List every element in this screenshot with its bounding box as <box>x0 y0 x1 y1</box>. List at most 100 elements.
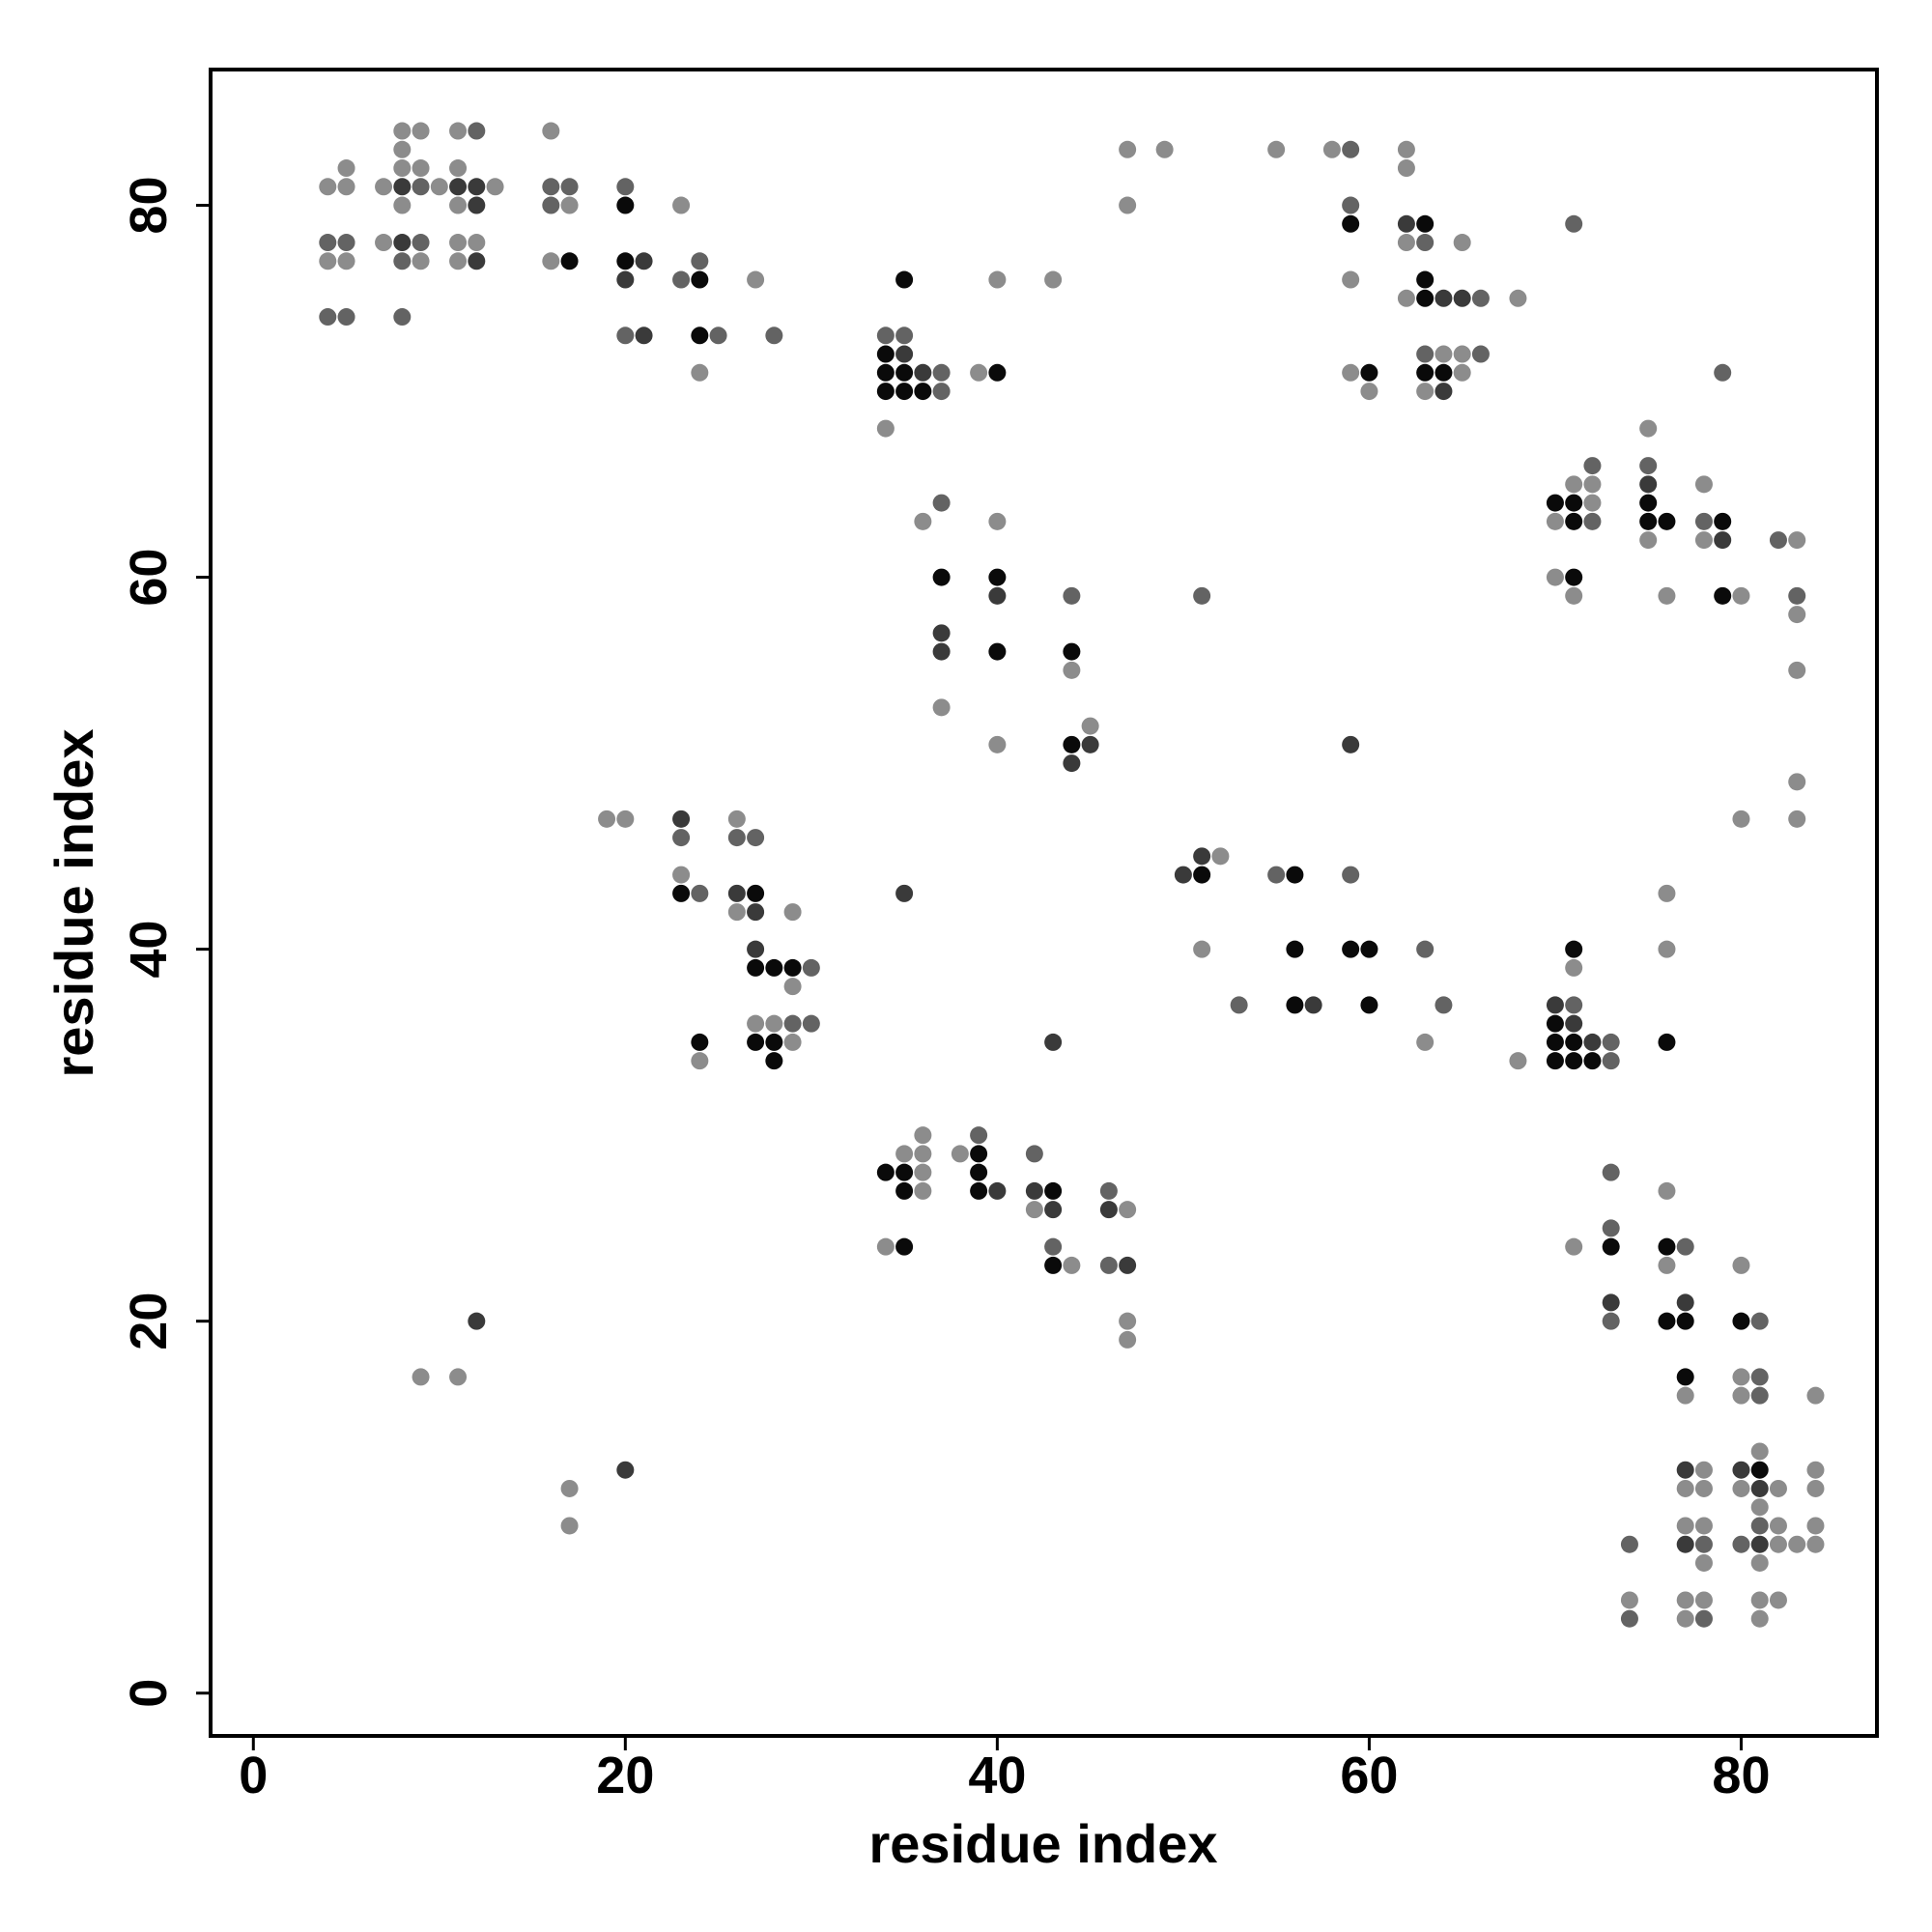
contact-point <box>1694 1609 1713 1628</box>
contact-point <box>1025 1145 1043 1163</box>
contact-point <box>1342 196 1360 214</box>
contact-point <box>449 234 468 252</box>
contact-point <box>1081 717 1099 735</box>
contact-point <box>1639 419 1658 438</box>
contact-point <box>914 363 932 382</box>
contact-point <box>1397 140 1415 158</box>
contact-point <box>1769 531 1787 550</box>
contact-point <box>616 252 635 270</box>
contact-point <box>1750 1386 1769 1405</box>
contact-point <box>616 196 635 214</box>
contact-point <box>1193 866 1211 884</box>
contact-point <box>1342 270 1360 289</box>
contact-point <box>747 1014 765 1033</box>
contact-point <box>672 829 691 847</box>
contact-point <box>1193 586 1211 605</box>
contact-point <box>970 363 988 382</box>
contact-point <box>895 345 914 363</box>
contact-point <box>1583 1052 1602 1070</box>
contact-point <box>765 958 783 977</box>
contact-point <box>1565 996 1583 1014</box>
contact-point <box>1081 735 1099 753</box>
points-layer <box>319 122 1825 1628</box>
contact-point <box>1416 363 1435 382</box>
contact-point <box>337 252 355 270</box>
contact-point <box>988 363 1007 382</box>
contact-point <box>393 252 412 270</box>
contact-point <box>1658 512 1676 530</box>
contact-point <box>1565 494 1583 512</box>
contact-point <box>1416 345 1435 363</box>
contact-point <box>895 363 914 382</box>
contact-point <box>1806 1479 1825 1497</box>
contact-point <box>1732 1256 1750 1274</box>
contact-point <box>970 1126 988 1145</box>
contact-point <box>1360 363 1378 382</box>
contact-point <box>560 252 579 270</box>
contact-point <box>1119 1201 1137 1219</box>
contact-point <box>1063 735 1081 753</box>
contact-point <box>1304 996 1322 1014</box>
contact-point <box>412 178 430 196</box>
contact-point <box>560 1479 579 1497</box>
contact-point <box>1732 1312 1750 1330</box>
contact-point <box>1416 940 1435 958</box>
contact-point <box>393 178 412 196</box>
contact-point <box>319 252 337 270</box>
contact-point <box>1602 1033 1620 1051</box>
contact-point <box>635 327 653 345</box>
contact-point <box>1806 1461 1825 1479</box>
contact-point <box>765 1033 783 1051</box>
contact-point <box>1583 1033 1602 1051</box>
contact-point <box>988 642 1007 661</box>
plot-frame <box>209 68 1879 1738</box>
contact-point <box>1676 1609 1694 1628</box>
contact-point <box>1583 512 1602 530</box>
contact-point <box>1509 289 1527 307</box>
contact-point <box>1471 289 1490 307</box>
contact-point <box>1471 345 1490 363</box>
contact-point <box>1676 1386 1694 1405</box>
contact-point <box>1583 475 1602 494</box>
contact-point <box>1322 140 1341 158</box>
contact-point <box>1750 1498 1769 1517</box>
contact-point <box>1342 735 1360 753</box>
contact-point <box>1750 1591 1769 1609</box>
contact-point <box>1099 1256 1118 1274</box>
contact-point <box>1174 866 1192 884</box>
contact-point <box>1750 1609 1769 1628</box>
contact-point <box>747 829 765 847</box>
contact-point <box>468 178 486 196</box>
contact-point <box>672 196 691 214</box>
contact-point <box>1658 1256 1676 1274</box>
contact-point <box>449 196 468 214</box>
x-tick-label: 60 <box>1340 1747 1398 1804</box>
contact-point <box>1565 512 1583 530</box>
contact-point <box>1453 234 1471 252</box>
contact-point <box>932 624 951 642</box>
contact-point <box>1750 1535 1769 1553</box>
contact-point <box>1694 1535 1713 1553</box>
contact-point <box>970 1145 988 1163</box>
contact-point <box>1639 512 1658 530</box>
contact-point <box>1676 1312 1694 1330</box>
x-tick-label: 40 <box>968 1747 1026 1804</box>
contact-point <box>542 252 560 270</box>
contact-point <box>319 178 337 196</box>
contact-point <box>1602 1237 1620 1256</box>
contact-point <box>1676 1591 1694 1609</box>
contact-point <box>1714 363 1732 382</box>
contact-point <box>1397 234 1415 252</box>
contact-point <box>988 735 1007 753</box>
contact-point <box>1658 1312 1676 1330</box>
contact-point <box>1602 1163 1620 1181</box>
contact-point <box>393 196 412 214</box>
contact-point <box>1397 214 1415 233</box>
y-tick-label: 0 <box>120 1679 178 1708</box>
contact-point <box>747 940 765 958</box>
contact-point <box>430 178 448 196</box>
contact-point <box>1435 345 1453 363</box>
contact-point <box>1435 383 1453 401</box>
contact-point <box>932 642 951 661</box>
contact-point <box>1193 940 1211 958</box>
